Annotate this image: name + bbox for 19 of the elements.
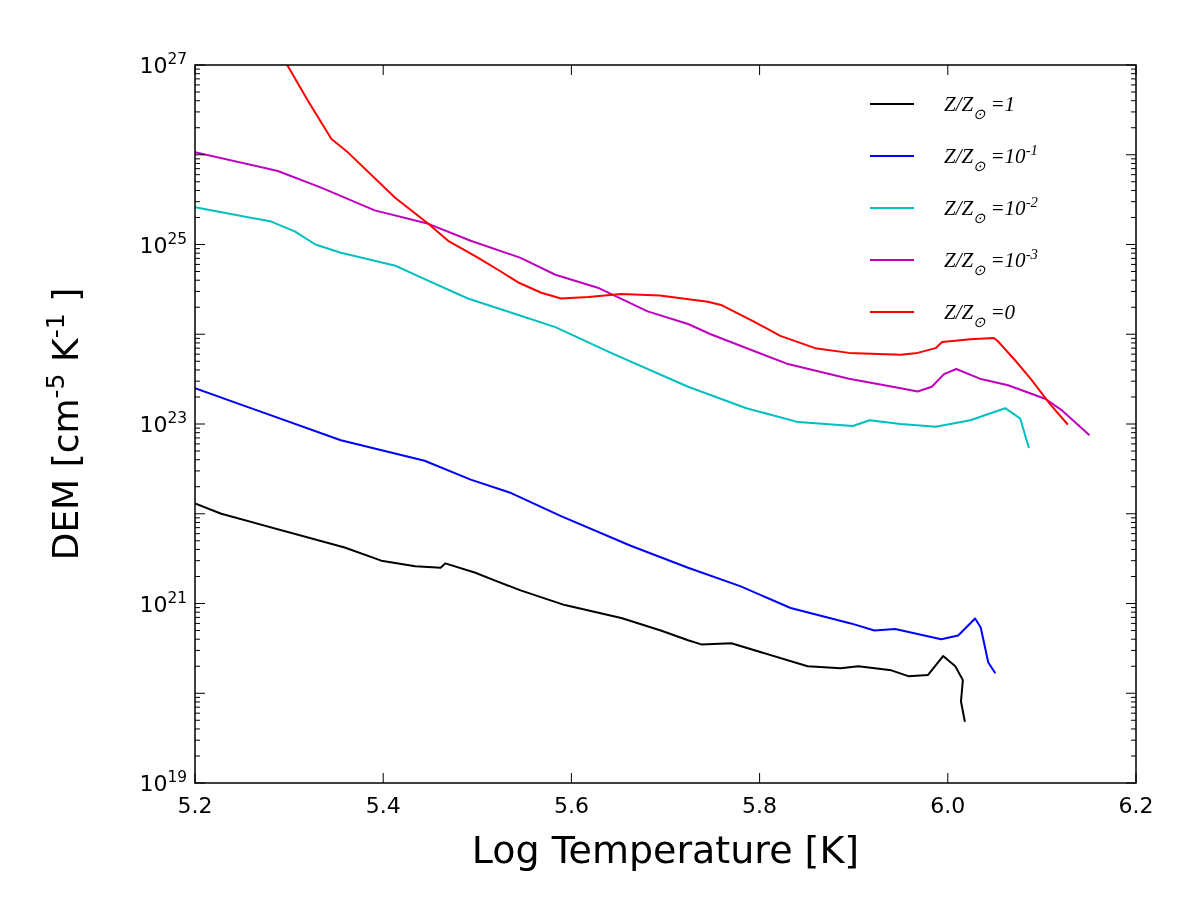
line-series — [195, 387, 996, 674]
x-tick-label: 6.0 — [930, 793, 966, 818]
legend-label: Z/Z$_{⊙}$=1 — [944, 92, 1016, 122]
legend-label: Z/Z$_{⊙}$=0 — [944, 300, 1016, 330]
x-tick-label: 6.2 — [1118, 793, 1154, 818]
legend-label: Z/Z$_{⊙}$=10$^{-2}$ — [944, 194, 1039, 226]
legend-label: Z/Z$_{⊙}$=10$^{-1}$ — [944, 142, 1038, 174]
y-tick-label: 10$^{23}$ — [139, 409, 187, 437]
y-tick-label: 10$^{25}$ — [139, 229, 187, 258]
x-tick-label: 5.8 — [742, 793, 778, 818]
x-tick-label: 5.4 — [365, 793, 401, 818]
x-tick-label: 5.2 — [177, 793, 213, 818]
x-axis-title: Log Temperature [K] — [471, 828, 860, 872]
y-tick-label: 10$^{21}$ — [139, 588, 187, 617]
x-tick-label: 5.6 — [553, 793, 589, 818]
y-tick-label: 10$^{19}$ — [139, 768, 187, 796]
legend-label: Z/Z$_{⊙}$=10$^{-3}$ — [944, 246, 1038, 278]
line-series — [286, 65, 1069, 425]
y-tick-label: 10$^{27}$ — [139, 50, 187, 78]
